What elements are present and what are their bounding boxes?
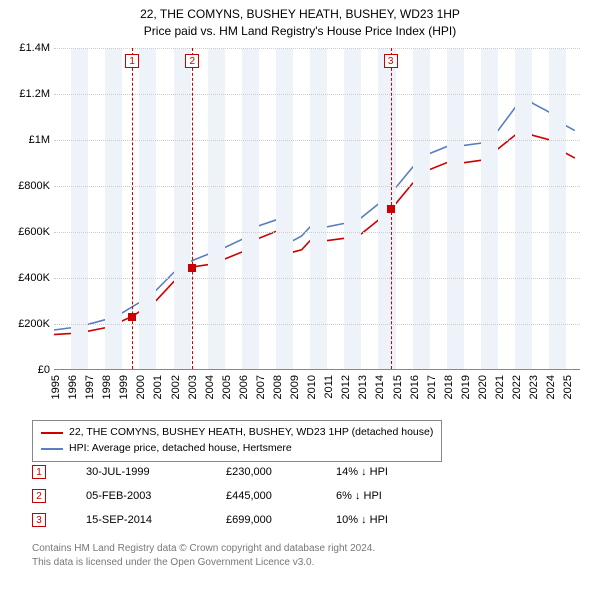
x-tick-label: 2007: [255, 375, 267, 399]
title-line-1: 22, THE COMYNS, BUSHEY HEATH, BUSHEY, WD…: [0, 6, 600, 23]
x-tick-label: 2019: [460, 375, 472, 399]
y-tick-label: £1.4M: [19, 42, 50, 54]
y-tick-label: £200K: [18, 318, 50, 330]
x-tick-label: 2006: [238, 375, 250, 399]
x-tick-label: 2018: [443, 375, 455, 399]
transaction-diff: 6% ↓ HPI: [336, 490, 446, 502]
x-tick-label: 2010: [306, 375, 318, 399]
x-tick-label: 2024: [545, 375, 557, 399]
x-tick-label: 2000: [135, 375, 147, 399]
x-tick-label: 2008: [272, 375, 284, 399]
y-tick-label: £1M: [29, 134, 50, 146]
year-band: [139, 48, 156, 369]
transaction-diff: 14% ↓ HPI: [336, 466, 446, 478]
x-tick-label: 2023: [528, 375, 540, 399]
transaction-price: £445,000: [226, 490, 336, 502]
y-tick-label: £1.2M: [19, 88, 50, 100]
x-tick-label: 1999: [118, 375, 130, 399]
chart-container: 22, THE COMYNS, BUSHEY HEATH, BUSHEY, WD…: [0, 0, 600, 590]
legend-label-price: 22, THE COMYNS, BUSHEY HEATH, BUSHEY, WD…: [69, 425, 433, 441]
x-tick-label: 2009: [289, 375, 301, 399]
attribution-line-2: This data is licensed under the Open Gov…: [32, 556, 375, 570]
transactions-table: 1 30-JUL-1999 £230,000 14% ↓ HPI 2 05-FE…: [32, 460, 446, 532]
year-band: [242, 48, 259, 369]
year-band: [413, 48, 430, 369]
year-band: [174, 48, 191, 369]
transaction-date: 30-JUL-1999: [86, 466, 226, 478]
x-tick-label: 2004: [204, 375, 216, 399]
x-tick-label: 1998: [101, 375, 113, 399]
legend-label-hpi: HPI: Average price, detached house, Hert…: [69, 441, 292, 457]
legend-swatch-price: [41, 432, 63, 434]
table-row: 3 15-SEP-2014 £699,000 10% ↓ HPI: [32, 508, 446, 532]
x-tick-label: 2001: [152, 375, 164, 399]
x-tick-label: 2012: [340, 375, 352, 399]
marker-box-3: 3: [384, 54, 398, 68]
year-band: [71, 48, 88, 369]
table-row: 1 30-JUL-1999 £230,000 14% ↓ HPI: [32, 460, 446, 484]
x-tick-label: 2011: [323, 375, 335, 399]
attribution-line-1: Contains HM Land Registry data © Crown c…: [32, 542, 375, 556]
attribution: Contains HM Land Registry data © Crown c…: [32, 542, 375, 569]
legend-row-hpi: HPI: Average price, detached house, Hert…: [41, 441, 433, 457]
year-band: [515, 48, 532, 369]
x-tick-label: 1996: [67, 375, 79, 399]
year-band: [105, 48, 122, 369]
transaction-diff: 10% ↓ HPI: [336, 514, 446, 526]
legend-swatch-hpi: [41, 448, 63, 450]
x-tick-label: 1997: [84, 375, 96, 399]
table-row: 2 05-FEB-2003 £445,000 6% ↓ HPI: [32, 484, 446, 508]
y-tick-label: £400K: [18, 272, 50, 284]
x-tick-label: 2016: [409, 375, 421, 399]
transaction-marker-1: 1: [32, 465, 46, 479]
x-tick-label: 2021: [494, 375, 506, 399]
transaction-date: 05-FEB-2003: [86, 490, 226, 502]
transaction-marker-2: 2: [32, 489, 46, 503]
year-band: [447, 48, 464, 369]
x-tick-label: 2025: [562, 375, 574, 399]
x-tick-label: 2005: [221, 375, 233, 399]
legend: 22, THE COMYNS, BUSHEY HEATH, BUSHEY, WD…: [32, 420, 442, 462]
marker-dot-1: [128, 313, 136, 321]
y-tick-label: £800K: [18, 180, 50, 192]
title-line-2: Price paid vs. HM Land Registry's House …: [0, 23, 600, 40]
transaction-date: 15-SEP-2014: [86, 514, 226, 526]
marker-box-2: 2: [185, 54, 199, 68]
x-tick-label: 2020: [477, 375, 489, 399]
marker-box-1: 1: [125, 54, 139, 68]
legend-row-price: 22, THE COMYNS, BUSHEY HEATH, BUSHEY, WD…: [41, 425, 433, 441]
transaction-price: £699,000: [226, 514, 336, 526]
marker-dot-3: [387, 205, 395, 213]
transaction-price: £230,000: [226, 466, 336, 478]
x-tick-label: 2014: [374, 375, 386, 399]
x-tick-label: 2015: [392, 375, 404, 399]
y-tick-label: £600K: [18, 226, 50, 238]
year-band: [344, 48, 361, 369]
y-tick-label: £0: [38, 364, 50, 376]
year-band: [310, 48, 327, 369]
plot-area: £0£200K£400K£600K£800K£1M£1.2M£1.4M19951…: [54, 48, 580, 370]
x-tick-label: 2002: [170, 375, 182, 399]
x-tick-label: 2022: [511, 375, 523, 399]
x-tick-label: 1995: [50, 375, 62, 399]
x-tick-label: 2017: [426, 375, 438, 399]
year-band: [276, 48, 293, 369]
x-tick-label: 2003: [187, 375, 199, 399]
transaction-marker-3: 3: [32, 513, 46, 527]
x-tick-label: 2013: [357, 375, 369, 399]
marker-dot-2: [188, 264, 196, 272]
year-band: [549, 48, 566, 369]
title-block: 22, THE COMYNS, BUSHEY HEATH, BUSHEY, WD…: [0, 0, 600, 40]
year-band: [481, 48, 498, 369]
marker-line-2: [192, 48, 193, 369]
year-band: [208, 48, 225, 369]
